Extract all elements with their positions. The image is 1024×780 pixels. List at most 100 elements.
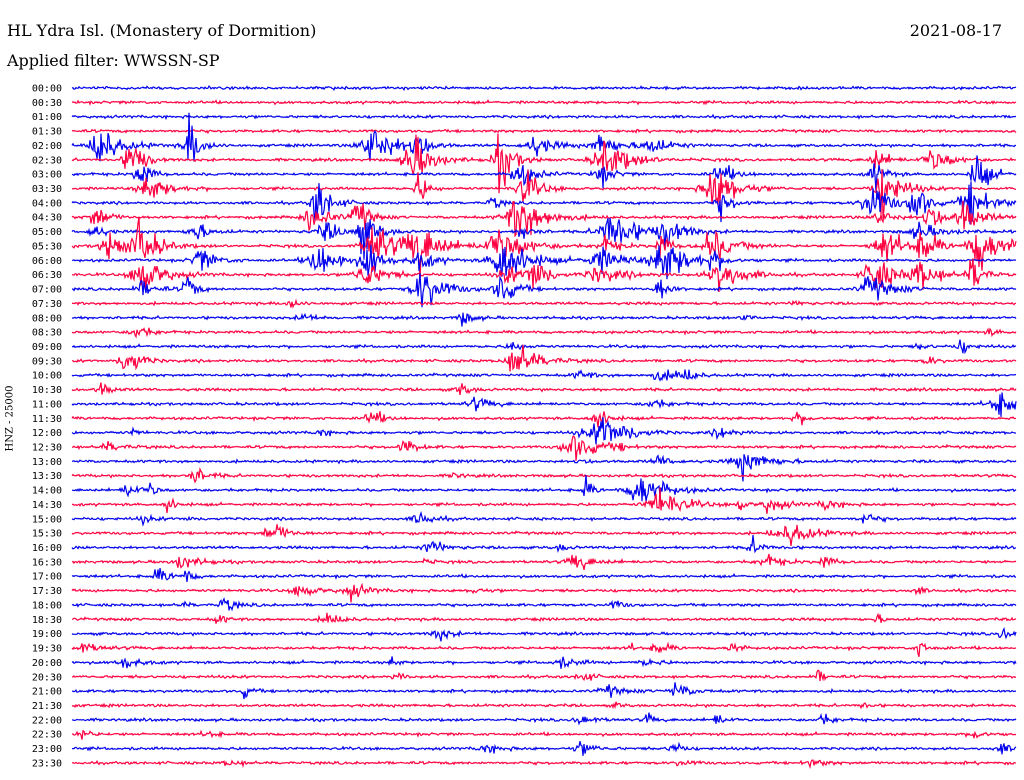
trace-row-1700 [71, 567, 1017, 582]
tick-label-group: 00:00 00:30 01:00 01:30 02:00 02:30 03:00 03:30… [32, 84, 62, 770]
row-time-label: 12:30 [32, 443, 62, 454]
row-time-label: 08:30 [32, 328, 62, 339]
row-time-label: 01:30 [32, 127, 62, 138]
row-time-label: 13:30 [32, 471, 62, 482]
trace-row-0930 [71, 344, 1017, 372]
trace-row-0630 [71, 258, 1017, 293]
row-time-label: 14:30 [32, 500, 62, 511]
row-time-label: 14:00 [32, 486, 62, 497]
row-time-label: 22:30 [32, 730, 62, 741]
row-time-label: 18:00 [32, 600, 62, 611]
trace-row-1030 [71, 382, 1017, 395]
trace-row-2330 [71, 759, 1017, 770]
trace-row-2000 [71, 656, 1017, 669]
row-time-label: 09:00 [32, 342, 62, 353]
trace-row-1830 [71, 612, 1017, 624]
trace-row-0100 [71, 113, 1017, 121]
row-time-label: 09:30 [32, 356, 62, 367]
row-time-label: 01:00 [32, 112, 62, 123]
row-time-label: 02:00 [32, 141, 62, 152]
row-time-label: 21:00 [32, 687, 62, 698]
trace-row-0030 [71, 99, 1017, 106]
trace-row-0500 [71, 217, 1017, 260]
row-time-label: 03:00 [32, 170, 62, 181]
trace-row-0330 [71, 168, 1017, 219]
trace-row-0200 [71, 112, 1017, 162]
trace-row-0700 [71, 273, 1017, 308]
trace-row-2200 [71, 712, 1017, 726]
row-time-label: 22:00 [32, 715, 62, 726]
row-time-label: 10:00 [32, 371, 62, 382]
row-time-label: 07:00 [32, 285, 62, 296]
trace-row-2130 [71, 701, 1017, 710]
row-time-label: 23:00 [32, 744, 62, 755]
row-time-label: 07:30 [32, 299, 62, 310]
row-time-label: 11:30 [32, 414, 62, 425]
trace-row-2230 [71, 729, 1017, 740]
trace-row-2300 [72, 741, 1017, 756]
row-time-label: 02:30 [32, 155, 62, 166]
row-time-label: 15:00 [32, 514, 62, 525]
row-time-label: 00:00 [32, 84, 62, 95]
row-time-label: 20:30 [32, 672, 62, 683]
trace-row-0130 [71, 128, 1017, 135]
trace-row-1300 [71, 454, 1017, 482]
trace-row-1130 [71, 411, 1017, 428]
trace-row-1000 [71, 369, 1016, 382]
trace-row-0430 [71, 200, 1017, 238]
row-time-label: 16:30 [32, 557, 62, 568]
trace-row-1400 [71, 475, 1017, 502]
row-time-label: 18:30 [32, 615, 62, 626]
row-time-label: 16:00 [32, 543, 62, 554]
trace-row-0800 [71, 312, 1017, 327]
row-time-label: 21:30 [32, 701, 62, 712]
trace-row-2030 [71, 669, 1017, 682]
trace-row-0530 [71, 216, 1017, 280]
row-time-label: 19:00 [32, 629, 62, 640]
trace-row-1630 [71, 553, 1017, 571]
row-time-label: 12:00 [32, 428, 62, 439]
row-time-label: 03:30 [32, 184, 62, 195]
row-time-label: 10:30 [32, 385, 62, 396]
trace-row-2100 [71, 682, 1016, 700]
row-time-label: 23:30 [32, 758, 62, 769]
trace-row-0230 [71, 133, 1017, 194]
trace-row-1900 [71, 626, 1017, 642]
trace-row-1930 [71, 641, 1017, 657]
row-time-label: 13:00 [32, 457, 62, 468]
row-time-label: 00:30 [32, 98, 62, 109]
trace-row-0400 [71, 181, 1017, 225]
trace-row-1430 [71, 487, 1017, 514]
trace-row-1230 [71, 435, 1017, 461]
row-time-label: 05:30 [32, 241, 62, 252]
trace-row-1600 [71, 535, 1017, 554]
trace-row-0600 [71, 244, 1017, 280]
row-time-label: 15:30 [32, 529, 62, 540]
trace-row-1330 [71, 467, 1017, 484]
trace-row-1530 [71, 524, 1017, 546]
filter-label: Applied filter: WWSSN-SP [7, 51, 220, 70]
trace-row-1200 [71, 417, 1017, 445]
row-time-label: 19:30 [32, 644, 62, 655]
row-time-label: 06:30 [32, 270, 62, 281]
row-time-label: 17:00 [32, 572, 62, 583]
trace-row-0900 [71, 339, 1017, 355]
trace-row-0000 [71, 85, 1017, 92]
trace-row-1100 [71, 392, 1017, 417]
trace-row-1500 [71, 510, 1017, 527]
row-time-label: 06:00 [32, 256, 62, 267]
trace-row-1730 [71, 582, 1017, 603]
station-title: HL Ydra Isl. (Monastery of Dormition) [7, 21, 317, 40]
trace-row-0730 [72, 298, 1017, 309]
row-time-label: 04:30 [32, 213, 62, 224]
row-time-label: 17:30 [32, 586, 62, 597]
record-date: 2021-08-17 [909, 21, 1002, 40]
row-time-label: 11:00 [32, 399, 62, 410]
trace-row-1800 [71, 597, 1017, 612]
trace-row-0830 [71, 327, 1017, 339]
row-time-label: 08:00 [32, 313, 62, 324]
row-time-label: 20:00 [32, 658, 62, 669]
trace-group [71, 85, 1017, 770]
trace-row-0300 [71, 155, 1017, 193]
row-time-label: 05:00 [32, 227, 62, 238]
